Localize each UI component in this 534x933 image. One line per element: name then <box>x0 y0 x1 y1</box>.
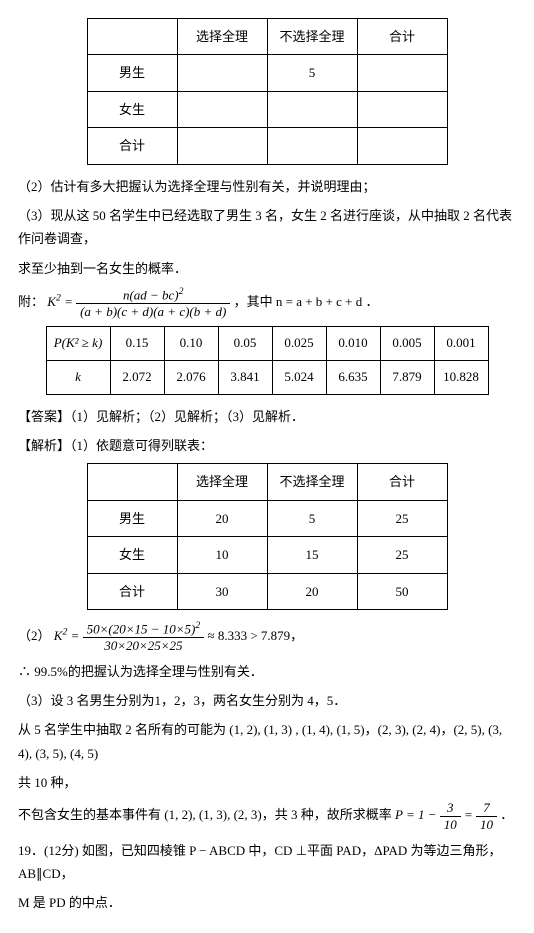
cell <box>267 91 357 127</box>
header-cell: 不选择全理 <box>267 464 357 500</box>
header-cell: 合计 <box>357 464 447 500</box>
cell: P(K² ≥ k) <box>46 326 110 360</box>
cell: 0.025 <box>272 326 326 360</box>
row-label: 男生 <box>87 500 177 536</box>
table-row: 男生 20 5 25 <box>87 500 447 536</box>
cell <box>357 91 447 127</box>
cell: 0.15 <box>110 326 164 360</box>
formula-k-squared: 附： K2 = n(ad − bc)2 (a + b)(c + d)(a + c… <box>18 286 516 320</box>
cell: 25 <box>357 500 447 536</box>
cell <box>357 55 447 91</box>
cell: 25 <box>357 537 447 573</box>
solution-3d: 不包含女生的基本事件有 (1, 2), (1, 3), (2, 3)，共 3 种… <box>18 800 516 832</box>
contingency-table-blank: 选择全理 不选择全理 合计 男生 5 女生 合计 <box>87 18 448 165</box>
table-row: 选择全理 不选择全理 合计 <box>87 19 447 55</box>
contingency-table-filled: 选择全理 不选择全理 合计 男生 20 5 25 女生 10 15 25 合计 … <box>87 463 448 610</box>
question-19-line1: 19．(12分) 如图，已知四棱锥 P − ABCD 中，CD ⊥平面 PAD，… <box>18 839 516 886</box>
cell: 3.841 <box>218 360 272 394</box>
cell: 20 <box>267 573 357 609</box>
table-row: 合计 <box>87 128 447 164</box>
cell: 5.024 <box>272 360 326 394</box>
header-cell: 选择全理 <box>177 19 267 55</box>
chi-square-table: P(K² ≥ k) 0.15 0.10 0.05 0.025 0.010 0.0… <box>46 326 489 395</box>
row-label: 合计 <box>87 128 177 164</box>
cell <box>357 128 447 164</box>
cell: 0.05 <box>218 326 272 360</box>
cell: 15 <box>267 537 357 573</box>
table-row: P(K² ≥ k) 0.15 0.10 0.05 0.025 0.010 0.0… <box>46 326 488 360</box>
cell <box>177 91 267 127</box>
solution-1: 【解析】（1）依题意可得列联表： <box>18 434 516 457</box>
header-cell <box>87 464 177 500</box>
cell: 5 <box>267 500 357 536</box>
cell: 10.828 <box>434 360 488 394</box>
solution-2-calc: （2） K2 = 50×(20×15 − 10×5)2 30×20×25×25 … <box>18 620 516 654</box>
solution-3b: 从 5 名学生中抽取 2 名所有的可能为 (1, 2), (1, 3) , (1… <box>18 718 516 765</box>
cell: 10 <box>177 537 267 573</box>
cell: 2.076 <box>164 360 218 394</box>
question-2: （2）估计有多大把握认为选择全理与性别有关，并说明理由； <box>18 175 516 198</box>
header-cell: 不选择全理 <box>267 19 357 55</box>
cell: 0.010 <box>326 326 380 360</box>
formula-suffix: ，其中 n = a + b + c + d ． <box>234 294 379 309</box>
cell: 30 <box>177 573 267 609</box>
cell <box>267 128 357 164</box>
cell: 7.879 <box>380 360 434 394</box>
header-cell: 合计 <box>357 19 447 55</box>
cell: 0.005 <box>380 326 434 360</box>
solution-3c: 共 10 种， <box>18 771 516 794</box>
cell <box>177 128 267 164</box>
row-label: 合计 <box>87 573 177 609</box>
row-label: 男生 <box>87 55 177 91</box>
question-3-line1: （3）现从这 50 名学生中已经选取了男生 3 名，女生 2 名进行座谈，从中抽… <box>18 204 516 251</box>
table-row: 女生 <box>87 91 447 127</box>
cell: 5 <box>267 55 357 91</box>
table-row: k 2.072 2.076 3.841 5.024 6.635 7.879 10… <box>46 360 488 394</box>
formula-prefix: 附： <box>18 294 44 309</box>
table-row: 选择全理 不选择全理 合计 <box>87 464 447 500</box>
cell: k <box>46 360 110 394</box>
cell: 2.072 <box>110 360 164 394</box>
row-label: 女生 <box>87 91 177 127</box>
solution-3a: （3）设 3 名男生分别为1，2，3，两名女生分别为 4，5． <box>18 689 516 712</box>
cell: 50 <box>357 573 447 609</box>
question-19-line2: M 是 PD 的中点． <box>18 891 516 914</box>
cell <box>177 55 267 91</box>
table-row: 男生 5 <box>87 55 447 91</box>
answer-line: 【答案】（1）见解析；（2）见解析；（3）见解析． <box>18 405 516 428</box>
cell: 0.10 <box>164 326 218 360</box>
cell: 20 <box>177 500 267 536</box>
cell: 0.001 <box>434 326 488 360</box>
cell: 6.635 <box>326 360 380 394</box>
row-label: 女生 <box>87 537 177 573</box>
solution-2-conclusion: ∴ 99.5%的把握认为选择全理与性别有关． <box>18 660 516 683</box>
table-row: 合计 30 20 50 <box>87 573 447 609</box>
header-cell <box>87 19 177 55</box>
question-3-line2: 求至少抽到一名女生的概率． <box>18 257 516 280</box>
table-row: 女生 10 15 25 <box>87 537 447 573</box>
header-cell: 选择全理 <box>177 464 267 500</box>
